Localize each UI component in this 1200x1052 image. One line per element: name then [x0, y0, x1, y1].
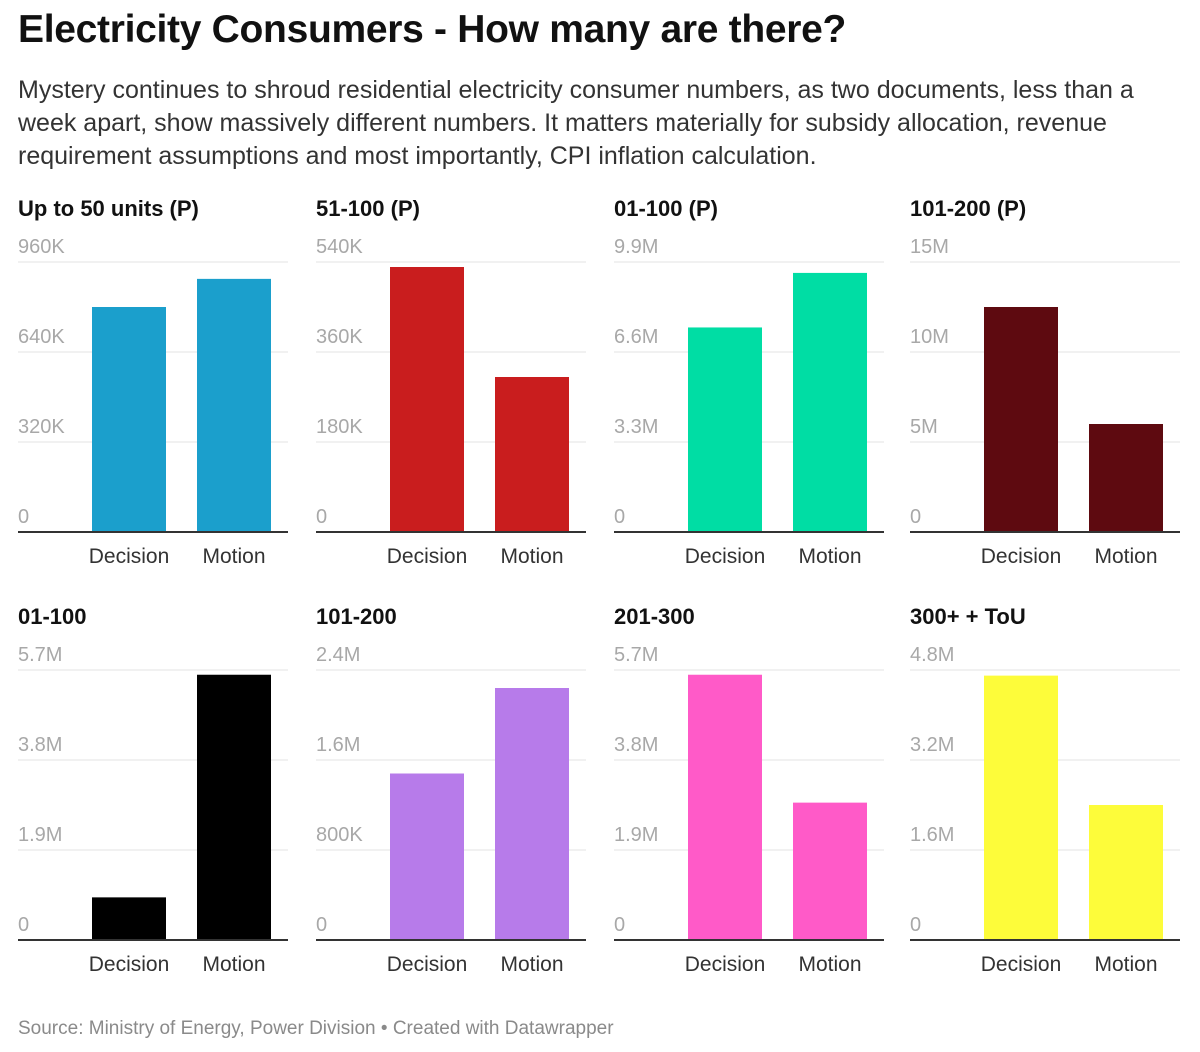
x-tick-label: Motion [500, 953, 563, 976]
y-tick-label: 4.8M [910, 644, 954, 666]
y-tick-label: 3.3M [614, 416, 658, 438]
y-tick-label: 360K [316, 326, 363, 348]
bar-decision [984, 307, 1058, 532]
panel-title: 01-100 [18, 604, 87, 629]
y-tick-label: 5.7M [18, 644, 62, 666]
chart-subtitle: Mystery continues to shroud residential … [18, 76, 1134, 170]
y-tick-label: 9.9M [614, 236, 658, 258]
panel-title: 01-100 (P) [614, 196, 718, 221]
chart-title: Electricity Consumers - How many are the… [18, 8, 847, 51]
x-tick-label: Decision [685, 545, 766, 568]
y-tick-label: 3.8M [614, 734, 658, 756]
y-tick-label: 640K [18, 326, 65, 348]
y-tick-label: 15M [910, 236, 949, 258]
y-tick-label: 5.7M [614, 644, 658, 666]
bar-decision [688, 327, 762, 532]
y-tick-label: 0 [316, 914, 327, 936]
y-tick-label: 0 [18, 506, 29, 528]
x-tick-label: Decision [89, 545, 170, 568]
bar-motion [197, 674, 271, 940]
bar-motion [495, 688, 569, 940]
bar-decision [390, 773, 464, 940]
x-tick-label: Motion [202, 953, 265, 976]
panel-title: Up to 50 units (P) [18, 196, 199, 221]
x-tick-label: Motion [798, 545, 861, 568]
x-tick-label: Motion [202, 545, 265, 568]
bar-decision [92, 897, 166, 940]
x-tick-label: Motion [500, 545, 563, 568]
bar-motion [793, 272, 867, 532]
panel-title: 101-200 [316, 604, 397, 629]
y-tick-label: 0 [614, 914, 625, 936]
source-note: Source: Ministry of Energy, Power Divisi… [18, 1018, 376, 1039]
y-tick-label: 800K [316, 824, 363, 846]
y-tick-label: 180K [316, 416, 363, 438]
bar-motion [495, 377, 569, 532]
x-tick-label: Motion [798, 953, 861, 976]
x-tick-label: Motion [1094, 953, 1157, 976]
y-tick-label: 0 [316, 506, 327, 528]
y-tick-label: 1.6M [316, 734, 360, 756]
y-tick-label: 540K [316, 236, 363, 258]
y-tick-label: 3.8M [18, 734, 62, 756]
bar-motion [197, 278, 271, 532]
x-tick-label: Decision [685, 953, 766, 976]
x-tick-label: Decision [981, 953, 1062, 976]
y-tick-label: 5M [910, 416, 938, 438]
y-tick-label: 1.6M [910, 824, 954, 846]
y-tick-label: 6.6M [614, 326, 658, 348]
footer-separator: • [375, 1018, 393, 1039]
y-tick-label: 0 [18, 914, 29, 936]
bar-motion [793, 802, 867, 940]
y-tick-label: 1.9M [614, 824, 658, 846]
bar-decision [92, 307, 166, 532]
y-tick-label: 2.4M [316, 644, 360, 666]
panel-title: 101-200 (P) [910, 196, 1026, 221]
x-tick-label: Decision [981, 545, 1062, 568]
y-tick-label: 1.9M [18, 824, 62, 846]
bar-motion [1089, 424, 1163, 532]
y-tick-label: 0 [910, 914, 921, 936]
x-tick-label: Decision [387, 545, 468, 568]
y-tick-label: 320K [18, 416, 65, 438]
y-tick-label: 10M [910, 326, 949, 348]
y-tick-label: 0 [910, 506, 921, 528]
y-tick-label: 0 [614, 506, 625, 528]
panel-title: 201-300 [614, 604, 695, 629]
y-tick-label: 960K [18, 236, 65, 258]
y-tick-label: 3.2M [910, 734, 954, 756]
bar-decision [390, 267, 464, 532]
bar-decision [688, 674, 762, 940]
bar-motion [1089, 805, 1163, 940]
x-tick-label: Decision [89, 953, 170, 976]
panel-title: 300+ + ToU [910, 604, 1026, 629]
credit-note: Created with Datawrapper [392, 1018, 614, 1039]
x-tick-label: Motion [1094, 545, 1157, 568]
x-tick-label: Decision [387, 953, 468, 976]
footer: Source: Ministry of Energy, Power Divisi… [18, 1018, 614, 1040]
panel-title: 51-100 (P) [316, 196, 420, 221]
bar-decision [984, 675, 1058, 940]
